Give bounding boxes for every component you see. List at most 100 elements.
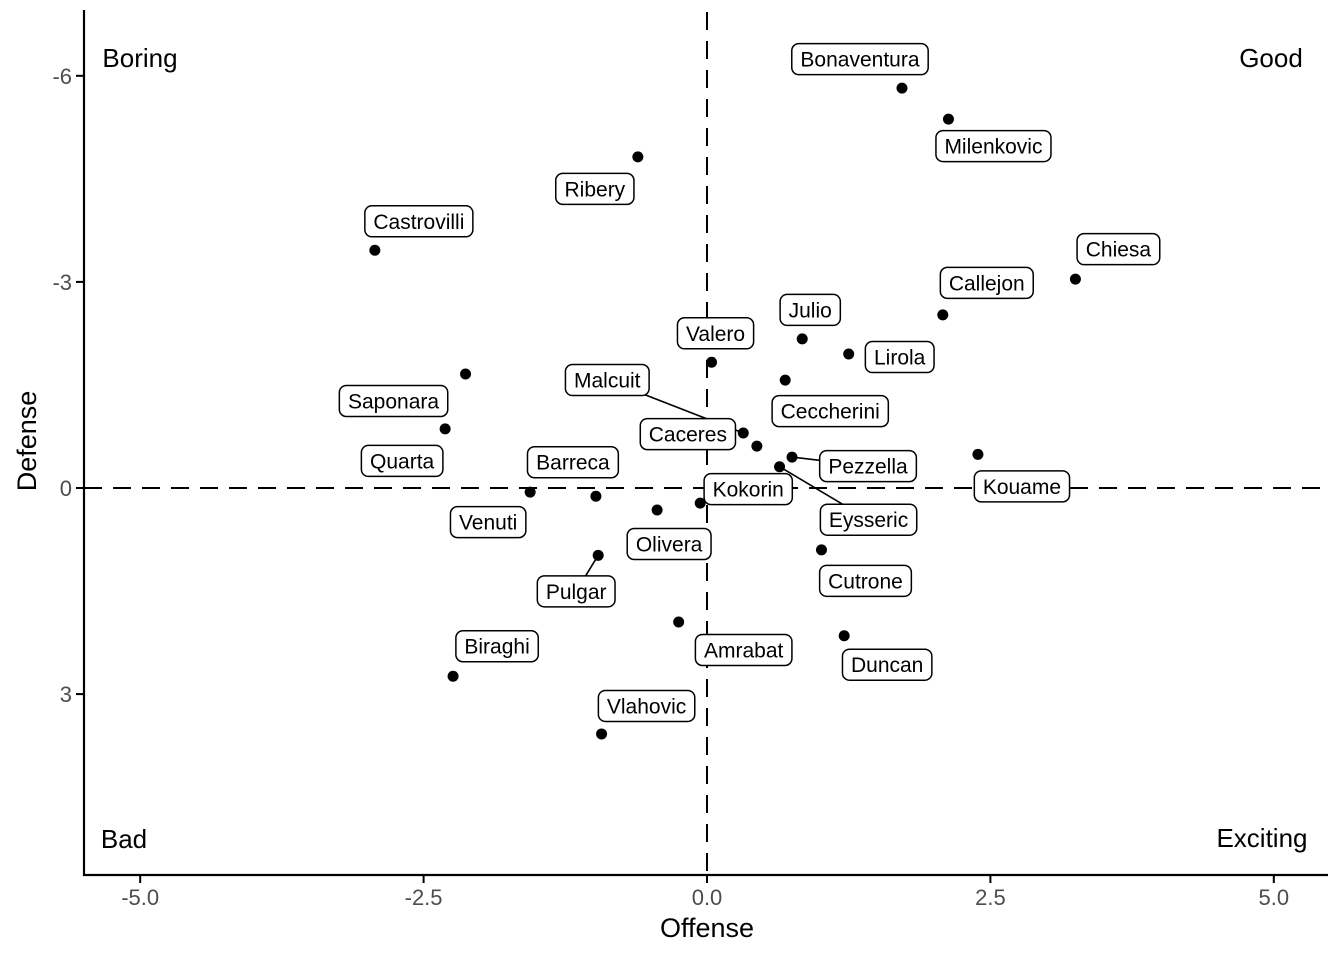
point-label-text-ribery: Ribery — [565, 178, 626, 201]
data-point-julio — [796, 333, 808, 345]
point-label-valero: Valero — [676, 317, 755, 350]
point-label-pezzella: Pezzella — [818, 449, 918, 483]
data-point-kouame — [972, 448, 984, 460]
point-label-callejon: Callejon — [939, 266, 1034, 300]
data-point-duncan — [838, 630, 850, 642]
point-label-text-pulgar: Pulgar — [546, 581, 607, 604]
ticks-group: -5.0 -2.5 0.0 2.5 5.0 -6 -3 0 3 — [52, 64, 1289, 910]
point-label-amrabat: Amrabat — [694, 633, 793, 667]
data-points-group — [369, 82, 1081, 740]
point-label-text-callejon: Callejon — [949, 272, 1025, 295]
point-label-text-milenkovic: Milenkovic — [944, 136, 1042, 159]
point-label-text-amrabat: Amrabat — [704, 639, 784, 662]
point-label-text-julio: Julio — [789, 299, 832, 322]
point-label-box-chiesa — [1076, 232, 1161, 266]
y-tick-label--3: -3 — [52, 270, 72, 295]
point-label-box-pulgar — [536, 575, 616, 608]
data-point-biraghi — [447, 670, 459, 682]
point-label-malcuit: Malcuit — [564, 363, 650, 397]
data-point-cutrone — [815, 544, 827, 556]
point-label-chiesa: Chiesa — [1076, 232, 1161, 266]
point-label-bonaventura: Bonaventura — [791, 42, 929, 76]
data-point-ribery — [632, 151, 644, 163]
data-point-pulgar — [592, 549, 604, 561]
x-tick-label--2.5: -2.5 — [405, 885, 443, 910]
point-label-eysseric: Eysseric — [819, 503, 918, 536]
point-label-box-valero — [676, 317, 755, 350]
quadrant-label-top-right: Good — [1239, 43, 1303, 73]
data-point-lirola — [843, 348, 855, 360]
point-label-pulgar: Pulgar — [536, 575, 616, 608]
point-label-box-barreca — [526, 445, 620, 479]
point-label-julio: Julio — [779, 293, 842, 327]
y-tick-label-0: 0 — [60, 476, 72, 501]
point-label-ribery: Ribery — [555, 172, 635, 206]
point-label-box-quarta — [360, 444, 444, 478]
point-label-kokorin: Kokorin — [703, 472, 794, 506]
point-label-text-saponara: Saponara — [348, 390, 439, 413]
axes-group — [82, 10, 1328, 877]
data-point-amrabat — [673, 616, 685, 628]
data-point-barreca — [590, 490, 602, 502]
point-label-ceccherini: Ceccherini — [771, 394, 890, 428]
point-label-text-kouame: Kouame — [983, 476, 1061, 499]
x-tick-label-0.0: 0.0 — [692, 885, 723, 910]
x-axis-title: Offense — [660, 913, 754, 943]
point-label-text-ceccherini: Ceccherini — [781, 401, 880, 424]
data-point-vlahovic — [596, 728, 608, 740]
point-label-cutrone: Cutrone — [818, 564, 913, 598]
point-label-text-eysseric: Eysseric — [829, 509, 908, 532]
point-label-text-olivera: Olivera — [636, 533, 703, 556]
x-tick-label-5.0: 5.0 — [1259, 885, 1290, 910]
point-label-text-valero: Valero — [686, 323, 745, 346]
point-label-box-castrovilli — [364, 205, 474, 238]
point-label-castrovilli: Castrovilli — [364, 205, 474, 238]
point-label-duncan: Duncan — [841, 648, 933, 681]
point-label-box-caceres — [639, 417, 737, 451]
point-label-box-eysseric — [819, 503, 918, 536]
point-label-box-pezzella — [818, 449, 918, 483]
y-tick-label--6: -6 — [52, 64, 72, 89]
point-label-box-amrabat — [694, 633, 793, 667]
point-label-box-vlahovic — [597, 689, 696, 723]
point-label-quarta: Quarta — [360, 444, 444, 478]
data-point-valero — [706, 356, 718, 368]
point-label-vlahovic: Vlahovic — [597, 689, 696, 723]
data-point-olivera — [651, 504, 663, 516]
point-label-box-kokorin — [703, 472, 794, 506]
point-label-box-cutrone — [818, 564, 913, 598]
x-tick-label--5.0: -5.0 — [121, 885, 159, 910]
point-label-text-duncan: Duncan — [851, 654, 923, 677]
data-point-malcuit — [737, 427, 749, 439]
point-label-text-pezzella: Pezzella — [828, 456, 908, 479]
point-label-box-venuti — [449, 505, 527, 539]
point-label-box-duncan — [841, 648, 933, 681]
point-label-text-quarta: Quarta — [370, 450, 435, 473]
point-label-olivera: Olivera — [626, 527, 712, 561]
quadrant-labels-group: Boring Good Bad Exciting — [101, 43, 1308, 854]
point-label-box-callejon — [939, 266, 1034, 300]
point-label-biraghi: Biraghi — [455, 629, 540, 663]
point-label-venuti: Venuti — [449, 505, 527, 539]
data-point-milenkovic — [942, 113, 954, 125]
point-label-box-malcuit — [564, 363, 650, 397]
point-label-text-caceres: Caceres — [649, 424, 727, 447]
point-label-text-bonaventura: Bonaventura — [800, 49, 919, 72]
point-label-text-venuti: Venuti — [459, 512, 517, 535]
point-label-text-barreca: Barreca — [536, 452, 610, 475]
point-label-barreca: Barreca — [526, 445, 620, 479]
data-point-pezzella — [786, 451, 798, 463]
data-point-venuti — [524, 486, 536, 498]
point-label-text-castrovilli: Castrovilli — [373, 211, 464, 234]
point-label-text-malcuit: Malcuit — [574, 370, 641, 393]
data-point-ceccherini — [779, 374, 791, 386]
x-tick-label-2.5: 2.5 — [975, 885, 1006, 910]
point-label-box-kouame — [973, 470, 1071, 503]
point-label-box-olivera — [626, 527, 712, 561]
quadrant-label-top-left: Boring — [102, 43, 177, 73]
point-label-text-kokorin: Kokorin — [713, 479, 784, 502]
data-point-caceres — [751, 440, 763, 452]
data-point-kokorin — [694, 497, 706, 509]
point-label-lirola: Lirola — [864, 340, 935, 374]
